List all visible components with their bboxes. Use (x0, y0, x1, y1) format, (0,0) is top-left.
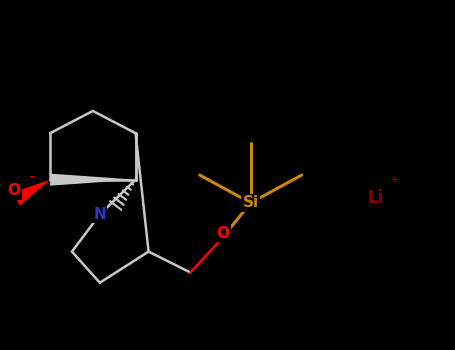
Text: O: O (7, 183, 20, 198)
Polygon shape (13, 180, 50, 205)
Text: Si: Si (243, 195, 259, 210)
Text: ⁻: ⁻ (28, 173, 35, 186)
Text: Li: Li (368, 189, 384, 207)
Polygon shape (50, 174, 136, 186)
Text: O: O (217, 225, 229, 240)
Text: ⁺: ⁺ (390, 176, 397, 190)
Text: N: N (93, 207, 106, 222)
